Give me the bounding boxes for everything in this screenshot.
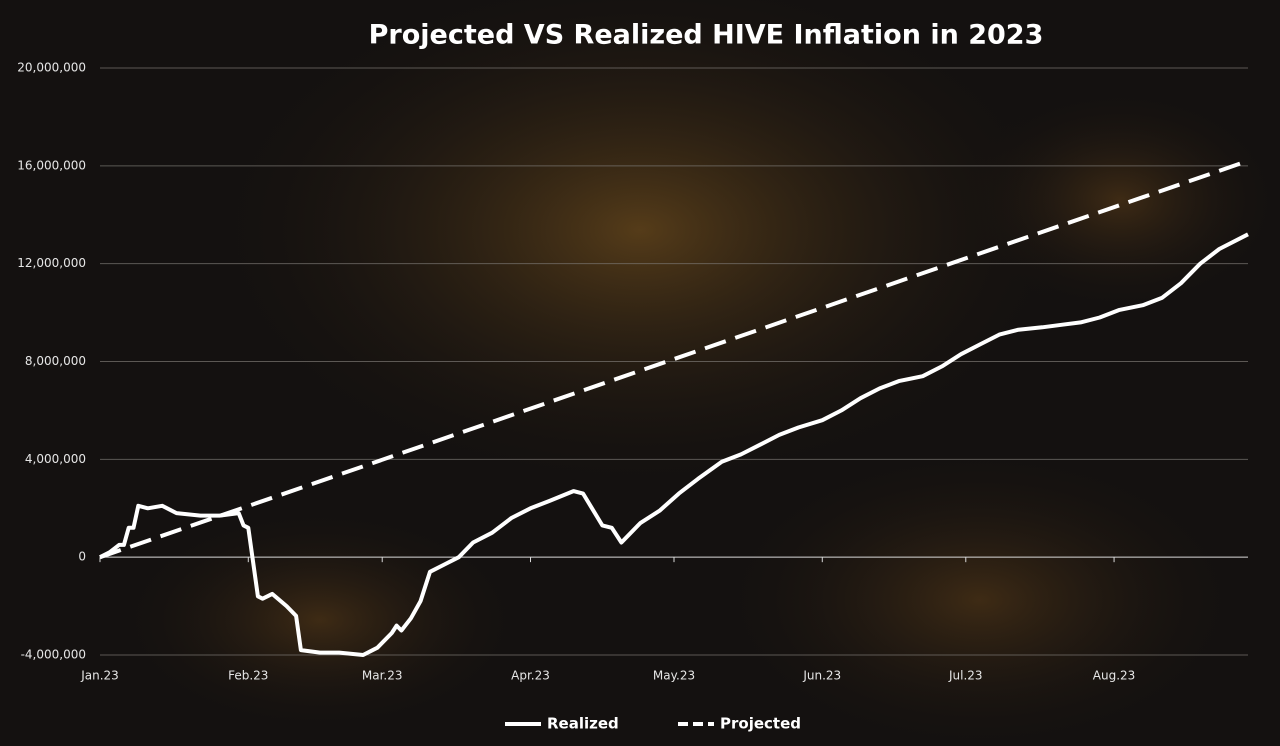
chart-title: Projected VS Realized HIVE Inflation in … — [369, 20, 1044, 51]
legend-label: Realized — [547, 715, 619, 733]
x-tick-label: May.23 — [653, 669, 695, 683]
x-tick-label: Feb.23 — [228, 669, 268, 683]
background-glow — [120, 510, 520, 730]
y-tick-label: 16,000,000 — [17, 158, 86, 172]
x-tick-label: Jun.23 — [802, 669, 841, 683]
x-tick-label: Mar.23 — [362, 669, 403, 683]
y-tick-label: 8,000,000 — [25, 354, 86, 368]
y-tick-label: 12,000,000 — [17, 256, 86, 270]
x-tick-label: Apr.23 — [511, 669, 550, 683]
line — [99, 159, 1249, 560]
background-glow — [960, 90, 1280, 310]
y-tick-label: 4,000,000 — [25, 452, 86, 466]
background-glow — [210, 0, 1070, 490]
x-tick-label: Aug.23 — [1093, 669, 1136, 683]
y-tick-label: -4,000,000 — [21, 648, 86, 662]
x-tick-label: Jan.23 — [80, 669, 119, 683]
y-tick-label: 20,000,000 — [17, 61, 86, 75]
background-glow — [720, 450, 1240, 746]
line — [99, 232, 1249, 657]
x-tick-label: Jul.23 — [948, 669, 983, 683]
y-tick-label: 0 — [78, 550, 86, 564]
legend-label: Projected — [720, 715, 801, 733]
